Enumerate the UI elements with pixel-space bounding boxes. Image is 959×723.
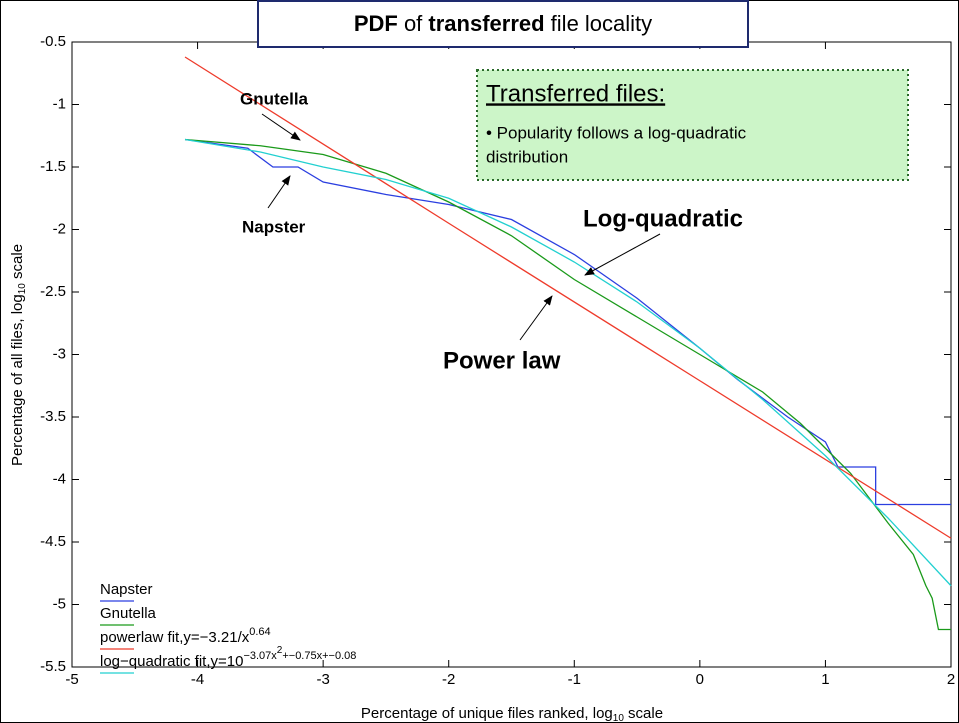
x-tick-label: -2 bbox=[442, 671, 455, 688]
x-tick-label: 2 bbox=[947, 671, 955, 688]
x-tick-label: -5 bbox=[65, 671, 78, 688]
legend-label: Napster bbox=[100, 581, 153, 598]
arrow bbox=[261, 113, 301, 141]
y-tick-label: -3 bbox=[53, 345, 66, 362]
legend-label-part: Gnutella bbox=[100, 605, 157, 622]
arrow bbox=[519, 295, 553, 341]
x-tick-label: 0 bbox=[696, 671, 704, 688]
annotation: Power law bbox=[443, 347, 561, 374]
y-tick-label: -0.5 bbox=[40, 33, 66, 50]
annotation: Log-quadratic bbox=[583, 205, 743, 232]
series-line bbox=[184, 138, 951, 506]
y-tick-label: -4.5 bbox=[40, 533, 66, 550]
y-tick-label: -1 bbox=[53, 95, 66, 112]
legend-label-part: −3.07x bbox=[243, 650, 277, 662]
y-tick-label: -3.5 bbox=[40, 408, 66, 425]
x-axis-label: Percentage of unique files ranked, log10… bbox=[361, 705, 663, 723]
note-box bbox=[476, 69, 909, 181]
y-tick-label: -5.5 bbox=[40, 658, 66, 675]
legend-label-part: powerlaw fit,y=−3.21/x bbox=[100, 629, 250, 646]
chart-title: PDF of transferred file locality bbox=[354, 11, 652, 36]
legend-label-part: log−quadratic fit,y=10 bbox=[100, 653, 243, 670]
legend-label: Gnutella bbox=[100, 605, 157, 622]
arrow bbox=[584, 233, 661, 276]
annotation: Napster bbox=[242, 217, 306, 236]
y-axis-label: Percentage of all files, log10 scale bbox=[9, 244, 28, 466]
series-line bbox=[184, 138, 951, 631]
y-tick-label: -1.5 bbox=[40, 158, 66, 175]
legend-label-part: 0.64 bbox=[249, 626, 270, 638]
x-tick-label: -3 bbox=[316, 671, 329, 688]
y-tick-label: -2 bbox=[53, 220, 66, 237]
legend-label-part: 2 bbox=[277, 645, 283, 656]
note-heading: Transferred files: bbox=[486, 80, 665, 107]
y-tick-label: -4 bbox=[53, 470, 66, 487]
legend-label-part: Napster bbox=[100, 581, 153, 598]
series-line bbox=[184, 138, 952, 587]
y-tick-label: -5 bbox=[53, 595, 66, 612]
arrow bbox=[267, 175, 291, 209]
series-line bbox=[184, 56, 952, 539]
note-line: distribution bbox=[486, 147, 568, 166]
legend-label-part: +−0.75x+−0.08 bbox=[282, 650, 356, 662]
y-tick-label: -2.5 bbox=[40, 283, 66, 300]
x-tick-label: -4 bbox=[191, 671, 204, 688]
x-tick-label: -1 bbox=[568, 671, 581, 688]
x-tick-label: 1 bbox=[821, 671, 829, 688]
note-line: • Popularity follows a log-quadratic bbox=[486, 123, 747, 142]
annotation: Gnutella bbox=[240, 89, 309, 108]
legend-label: log−quadratic fit,y=10−3.07x2+−0.75x+−0.… bbox=[100, 645, 356, 670]
title-box bbox=[257, 0, 749, 48]
legend-label: powerlaw fit,y=−3.21/x0.64 bbox=[100, 626, 271, 646]
